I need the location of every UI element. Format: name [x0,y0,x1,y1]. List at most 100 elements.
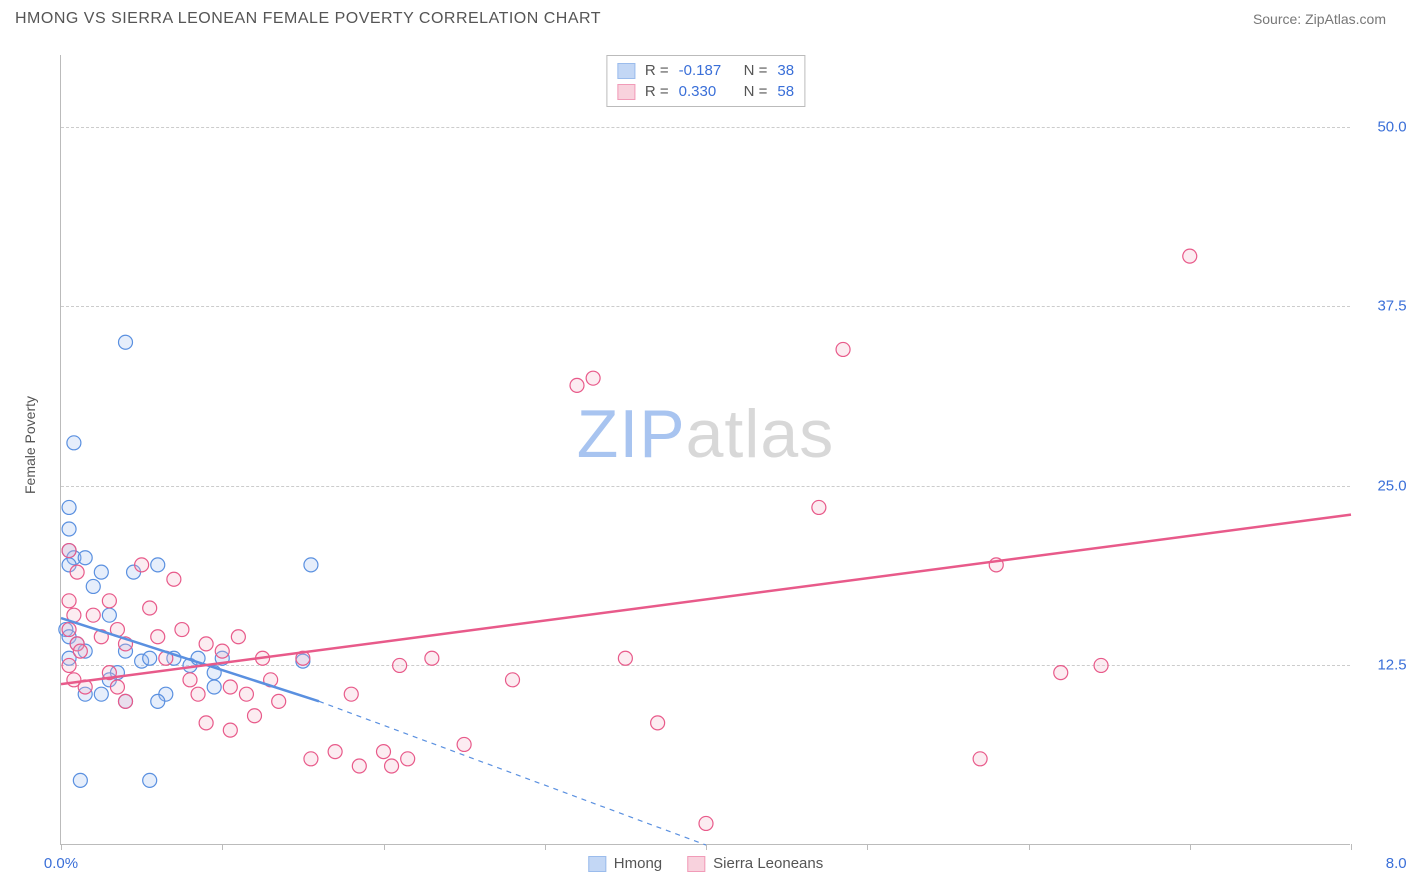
scatter-point [143,651,157,665]
scatter-point [151,694,165,708]
x-tick [384,844,385,850]
scatter-point [183,673,197,687]
trend-line [61,515,1351,684]
y-tick-label: 37.5% [1377,298,1406,315]
legend-n-label: N = [744,83,768,100]
scatter-point [73,644,87,658]
legend-series-label: Sierra Leoneans [713,855,823,872]
scatter-point [119,694,133,708]
scatter-point [62,500,76,514]
legend-swatch [617,63,635,79]
scatter-point [1183,249,1197,263]
scatter-point [62,544,76,558]
scatter-point [135,558,149,572]
y-tick-label: 25.0% [1377,477,1406,494]
scatter-point [393,658,407,672]
x-tick [867,844,868,850]
y-tick-label: 50.0% [1377,118,1406,135]
scatter-point [199,637,213,651]
scatter-point [385,759,399,773]
legend-series-item: Sierra Leoneans [687,855,823,872]
legend-swatch [588,856,606,872]
scatter-point [812,500,826,514]
scatter-point [328,745,342,759]
scatter-point [344,687,358,701]
scatter-point [457,737,471,751]
scatter-point [223,680,237,694]
x-tick [1351,844,1352,850]
chart-title: HMONG VS SIERRA LEONEAN FEMALE POVERTY C… [15,10,601,28]
scatter-point [304,558,318,572]
legend-r-label: R = [645,62,669,79]
scatter-point [191,687,205,701]
scatter-point [86,608,100,622]
legend-n-label: N = [744,62,768,79]
scatter-point [223,723,237,737]
scatter-point [239,687,253,701]
scatter-point [70,565,84,579]
legend-swatch [687,856,705,872]
scatter-point [215,644,229,658]
scatter-point [62,594,76,608]
scatter-point [102,608,116,622]
legend-row: R = 0.330 N = 58 [617,81,794,102]
scatter-point [143,773,157,787]
scatter-point [110,680,124,694]
x-tick-label: 8.0% [1386,855,1406,872]
legend-row: R = -0.187 N = 38 [617,60,794,81]
x-tick [1190,844,1191,850]
legend-swatch [617,84,635,100]
x-tick [61,844,62,850]
x-tick [706,844,707,850]
scatter-point [1054,666,1068,680]
scatter-point [1094,658,1108,672]
scatter-point [151,630,165,644]
series-legend: Hmong Sierra Leoneans [588,855,823,872]
legend-n-value: 58 [777,83,794,100]
scatter-point [67,436,81,450]
x-tick [222,844,223,850]
scatter-point [401,752,415,766]
x-tick [545,844,546,850]
scatter-point [272,694,286,708]
scatter-point [119,335,133,349]
scatter-point [618,651,632,665]
scatter-point [151,558,165,572]
scatter-point [175,623,189,637]
scatter-point [570,378,584,392]
y-tick-label: 12.5% [1377,657,1406,674]
legend-r-value: 0.330 [679,83,734,100]
trend-line-dashed [319,701,706,845]
scatter-point [62,623,76,637]
scatter-point [94,687,108,701]
scatter-point [167,572,181,586]
scatter-point [231,630,245,644]
scatter-point [425,651,439,665]
legend-series-item: Hmong [588,855,662,872]
scatter-point [586,371,600,385]
scatter-point [651,716,665,730]
scatter-point [248,709,262,723]
scatter-point [377,745,391,759]
legend-n-value: 38 [777,62,794,79]
legend-r-value: -0.187 [679,62,734,79]
scatter-point [304,752,318,766]
legend-r-label: R = [645,83,669,100]
legend-series-label: Hmong [614,855,662,872]
source-label: Source: ZipAtlas.com [1253,11,1386,27]
plot-svg [61,55,1350,844]
x-tick [1029,844,1030,850]
scatter-point [62,522,76,536]
scatter-point [973,752,987,766]
scatter-point [86,579,100,593]
scatter-point [506,673,520,687]
scatter-point [102,594,116,608]
scatter-point [62,658,76,672]
scatter-point [143,601,157,615]
correlation-legend: R = -0.187 N = 38 R = 0.330 N = 58 [606,55,805,107]
scatter-point [352,759,366,773]
y-axis-label: Female Poverty [22,396,38,494]
plot-area: ZIPatlas 12.5%25.0%37.5%50.0% R =-0.187N… [60,55,1350,845]
scatter-point [207,680,221,694]
x-tick-label: 0.0% [44,855,78,872]
